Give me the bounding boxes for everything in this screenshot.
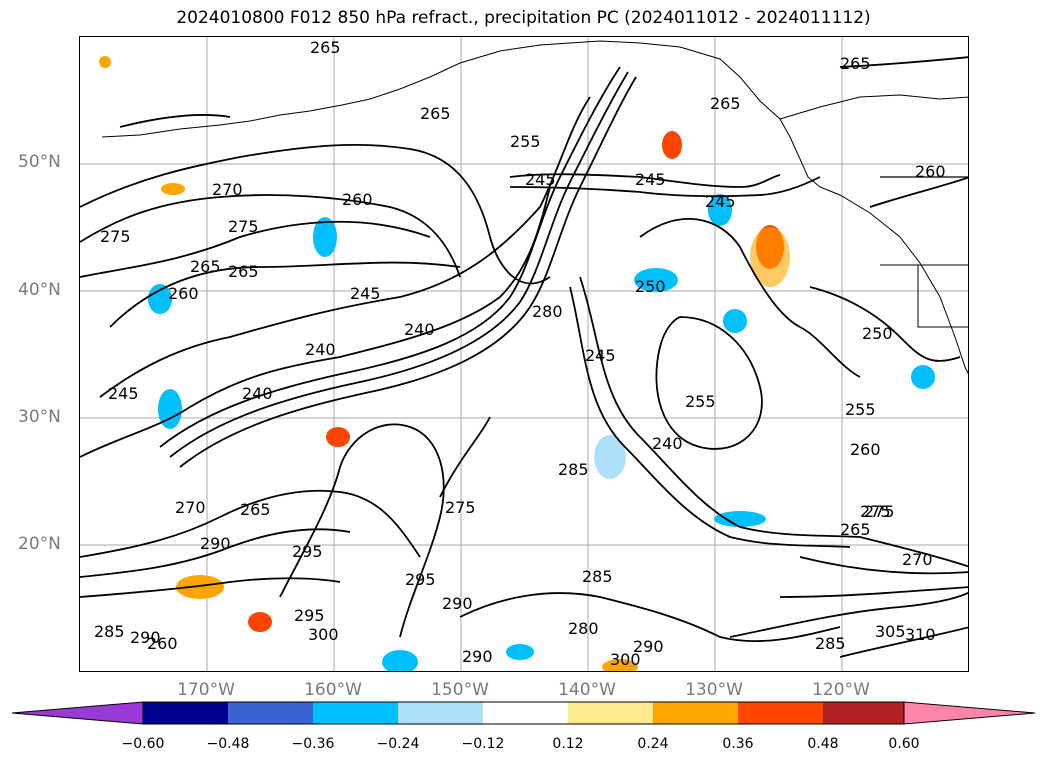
lat-label-50n: 50°N <box>18 152 61 172</box>
contour-label: 270 <box>902 550 933 569</box>
contour-label: 265 <box>190 257 221 276</box>
colorbar-segment <box>823 702 904 724</box>
contour-label: 295 <box>292 542 323 561</box>
contour-label: 280 <box>532 302 563 321</box>
colorbar-tick-label: −0.12 <box>461 736 505 752</box>
contour-label: 250 <box>635 277 666 296</box>
map-canvas: 265 265 265 265 260 255 245 245 270 275 … <box>80 37 968 671</box>
lon-label-130w: 130°W <box>685 680 743 700</box>
contours <box>80 56 968 658</box>
colorbar-segment <box>143 702 228 724</box>
colorbar-segment <box>398 702 483 724</box>
contour-label: 260 <box>147 634 178 653</box>
precip-shading <box>99 56 935 671</box>
colorbar-tick-label: −0.24 <box>376 736 420 752</box>
contour-label: 265 <box>240 500 271 519</box>
contour-label: 290 <box>200 534 231 553</box>
contour-label: 255 <box>845 400 876 419</box>
lon-label-160w: 160°W <box>304 680 362 700</box>
colorbar-segment <box>228 702 313 724</box>
colorbar-tick-label: −0.60 <box>121 736 165 752</box>
contour-label: 285 <box>582 567 613 586</box>
contour-label: 275 <box>864 502 895 521</box>
colorbar-tick-label: 0.12 <box>552 736 584 752</box>
contour-label: 245 <box>705 192 736 211</box>
colorbar-tick-label: 0.60 <box>888 736 920 752</box>
contour-label: 275 <box>228 217 259 236</box>
contour-label: 275 <box>445 498 476 517</box>
contour-label: 245 <box>350 284 381 303</box>
contour-label: 285 <box>94 622 125 641</box>
contour-label: 265 <box>310 38 341 57</box>
contour-label: 240 <box>652 434 683 453</box>
contour-label: 285 <box>815 634 846 653</box>
lon-label-140w: 140°W <box>558 680 616 700</box>
contour-label: 265 <box>840 54 871 73</box>
colorbar-tick-label: 0.48 <box>807 736 839 752</box>
contour-label: 260 <box>915 162 946 181</box>
contour-label: 310 <box>905 625 936 644</box>
colorbar-tick-label: −0.36 <box>291 736 335 752</box>
contour-label: 295 <box>294 606 325 625</box>
lon-label-120w: 120°W <box>812 680 870 700</box>
lat-label-40n: 40°N <box>18 280 61 300</box>
contour-label: 250 <box>862 324 893 343</box>
colorbar-segment <box>653 702 738 724</box>
contour-label: 270 <box>175 498 206 517</box>
contour-label: 290 <box>462 647 493 666</box>
lat-label-30n: 30°N <box>18 407 61 427</box>
contour-label: 260 <box>168 284 199 303</box>
contour-label: 275 <box>100 227 131 246</box>
contour-label: 295 <box>405 570 436 589</box>
contour-label: 240 <box>242 384 273 403</box>
colorbar-tick-label: 0.36 <box>722 736 754 752</box>
coastline <box>101 40 968 375</box>
colorbar <box>11 701 1036 725</box>
lon-label-150w: 150°W <box>431 680 489 700</box>
contour-label: 305 <box>875 622 906 641</box>
colorbar-segment <box>568 702 653 724</box>
map-panel[interactable]: 265 265 265 265 260 255 245 245 270 275 … <box>79 36 969 672</box>
contour-label: 245 <box>108 384 139 403</box>
contour-label: 255 <box>510 132 541 151</box>
colorbar-max-arrow <box>903 701 1036 725</box>
map-title: 2024010800 F012 850 hPa refract., precip… <box>176 8 871 28</box>
lon-label-170w: 170°W <box>177 680 235 700</box>
contour-label: 300 <box>610 650 641 669</box>
contour-label: 290 <box>633 637 664 656</box>
contour-label: 240 <box>404 320 435 339</box>
colorbar-tick-label: 0.24 <box>637 736 669 752</box>
graticule <box>80 37 968 671</box>
contour-label: 260 <box>850 440 881 459</box>
contour-label: 265 <box>840 520 871 539</box>
contour-label: 290 <box>442 594 473 613</box>
colorbar-segment <box>313 702 398 724</box>
contour-label: 255 <box>685 392 716 411</box>
contour-label: 265 <box>710 94 741 113</box>
contour-label: 260 <box>342 190 373 209</box>
contour-label: 275 <box>860 502 891 521</box>
lat-label-20n: 20°N <box>18 534 61 554</box>
contour-label: 290 <box>130 628 161 647</box>
contour-label: 265 <box>420 104 451 123</box>
contour-label: 245 <box>635 170 666 189</box>
contour-label: 270 <box>212 180 243 199</box>
contour-label: 245 <box>585 346 616 365</box>
contour-label: 300 <box>308 625 339 644</box>
contour-label: 245 <box>525 170 556 189</box>
contour-label: 265 <box>228 262 259 281</box>
colorbar-min-arrow <box>11 701 144 725</box>
contour-label: 285 <box>558 460 589 479</box>
colorbar-segment <box>483 702 568 724</box>
colorbar-segment <box>738 702 823 724</box>
contour-label: 240 <box>305 340 336 359</box>
colorbar-tick-label: −0.48 <box>206 736 250 752</box>
contour-label: 280 <box>568 619 599 638</box>
contour-labels: 265 265 265 265 260 255 245 245 270 275 … <box>94 38 946 669</box>
